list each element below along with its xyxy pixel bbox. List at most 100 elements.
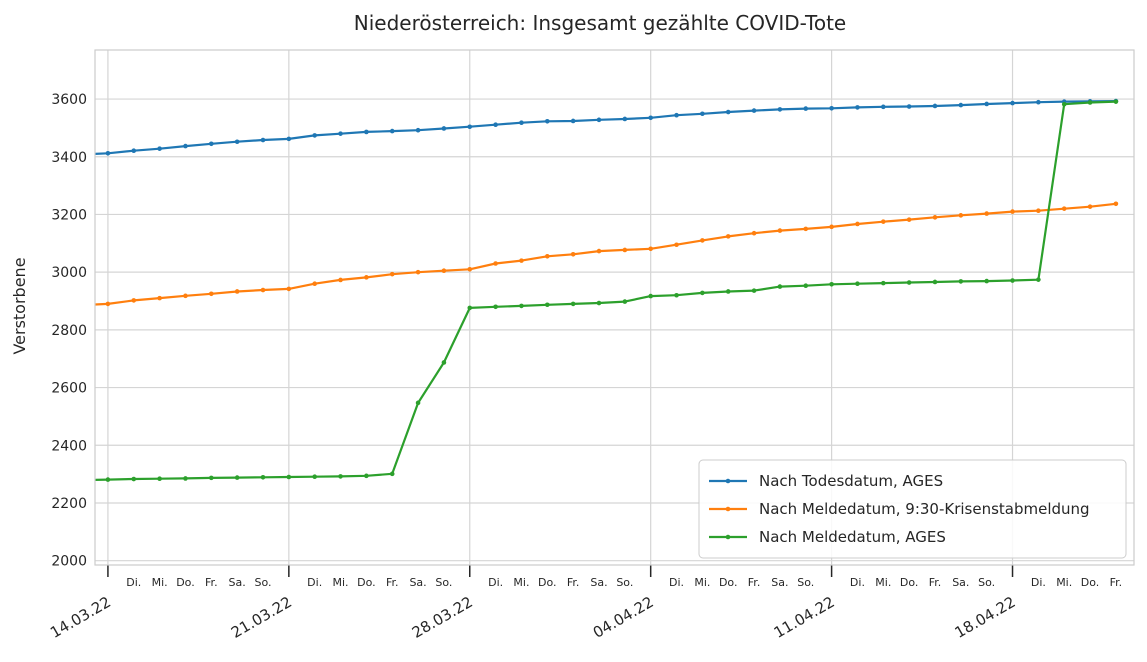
data-point	[906, 280, 912, 285]
data-point	[1087, 100, 1093, 105]
data-point	[1061, 101, 1067, 107]
data-point	[338, 474, 343, 479]
data-point	[906, 217, 912, 222]
data-point	[105, 301, 111, 307]
data-point	[1010, 209, 1015, 214]
x-minor-tick-label: Mi.	[1056, 576, 1072, 589]
series-2	[94, 201, 1119, 307]
x-minor-tick-label: Fr.	[567, 576, 580, 589]
x-minor-tick-label: Mi.	[333, 576, 349, 589]
data-point	[932, 279, 938, 285]
data-point	[596, 300, 602, 306]
legend-entry: Nach Meldedatum, AGES	[759, 528, 946, 546]
x-minor-tick-label: So.	[254, 576, 271, 589]
data-point	[260, 287, 266, 293]
data-point	[751, 288, 757, 293]
data-point	[648, 115, 653, 121]
x-minor-tick-label: Sa.	[952, 576, 969, 589]
y-tick-label: 2000	[51, 554, 87, 570]
data-point	[570, 118, 576, 124]
data-point	[984, 211, 989, 216]
x-minor-tick-label: Fr.	[205, 576, 218, 589]
data-point	[1010, 278, 1015, 283]
data-point	[648, 293, 653, 299]
data-point	[1036, 99, 1041, 105]
data-point	[1113, 99, 1119, 104]
data-point	[777, 228, 783, 233]
x-minor-tick-label: So.	[797, 576, 814, 589]
data-point	[725, 289, 731, 294]
data-point	[131, 148, 137, 153]
data-point	[545, 302, 550, 308]
y-tick-label: 2200	[51, 496, 87, 512]
data-point	[1036, 208, 1041, 214]
y-tick-label: 3000	[51, 265, 87, 281]
data-point	[286, 136, 292, 142]
data-point	[1010, 100, 1015, 106]
data-point	[674, 292, 679, 298]
x-minor-tick-label: Do.	[719, 576, 738, 589]
data-point	[105, 477, 111, 482]
data-point	[312, 133, 317, 138]
data-point	[674, 242, 679, 248]
legend-box	[698, 459, 1127, 559]
data-point	[545, 253, 550, 259]
data-point	[803, 226, 809, 232]
x-minor-tick-label: Fr.	[386, 576, 399, 589]
x-minor-tick-label: Di.	[669, 576, 684, 589]
data-point	[700, 238, 705, 243]
data-point	[1036, 277, 1041, 282]
data-point	[880, 104, 886, 110]
data-point	[1087, 204, 1093, 209]
y-tick-label: 3600	[51, 92, 87, 108]
x-minor-tick-label: Do.	[538, 576, 557, 589]
data-point	[157, 295, 162, 301]
x-minor-tick-label: Fr.	[929, 576, 942, 589]
data-point	[441, 126, 447, 131]
data-point	[157, 146, 162, 151]
data-point	[364, 129, 369, 135]
series-3	[94, 99, 1119, 482]
y-tick-label: 3200	[51, 207, 87, 223]
data-point	[312, 474, 317, 480]
data-point	[674, 112, 679, 118]
data-point	[389, 271, 395, 277]
data-point	[389, 128, 395, 134]
x-minor-tick-label: So.	[435, 576, 452, 589]
x-minor-tick-label: Fr.	[1110, 576, 1123, 589]
x-minor-tick-label: Sa.	[590, 576, 607, 589]
data-point	[700, 111, 705, 117]
data-point	[519, 303, 524, 309]
x-minor-tick-label: Do.	[176, 576, 195, 589]
legend-entry: Nach Todesdatum, AGES	[759, 472, 943, 490]
x-minor-tick-label: Do.	[900, 576, 919, 589]
x-minor-tick-label: Di.	[126, 576, 141, 589]
x-minor-tick-label: Sa.	[229, 576, 246, 589]
data-point	[519, 120, 524, 126]
data-point	[467, 305, 473, 311]
y-tick-label: 2600	[51, 381, 87, 397]
data-point	[234, 475, 240, 480]
data-point	[312, 281, 317, 286]
data-point	[855, 105, 860, 110]
x-minor-tick-label: Mi.	[152, 576, 168, 589]
data-point	[751, 108, 757, 113]
data-point	[855, 221, 860, 227]
data-point	[958, 279, 964, 284]
data-point	[725, 234, 731, 239]
x-minor-tick-label: Di.	[1031, 576, 1046, 589]
data-point	[209, 141, 214, 147]
data-point	[286, 286, 292, 292]
data-point	[984, 278, 989, 284]
data-point	[596, 117, 602, 123]
data-point	[286, 474, 292, 480]
data-point	[131, 298, 137, 303]
data-point	[364, 473, 369, 479]
legend-swatch-marker	[725, 478, 731, 484]
data-point	[209, 475, 214, 481]
legend-entry: Nach Meldedatum, 9:30-Krisenstabmeldung	[759, 500, 1090, 518]
data-point	[183, 143, 188, 149]
data-point	[596, 248, 602, 254]
data-point	[441, 360, 447, 365]
